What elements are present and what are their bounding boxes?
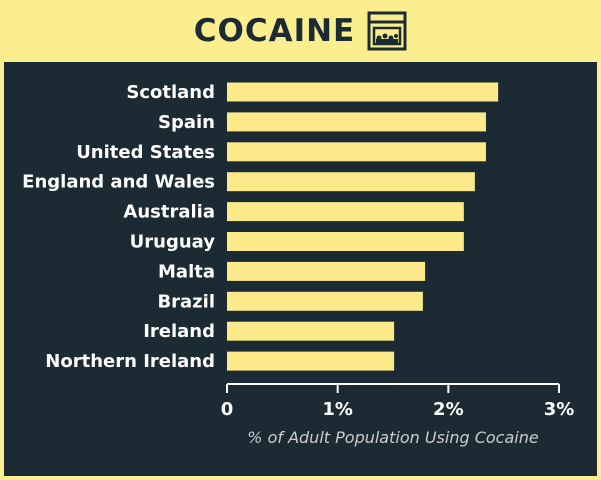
bar-malta [227,261,426,281]
bar-australia [227,202,464,222]
bar-northern-ireland [227,351,395,371]
category-label: Spain [158,112,215,133]
x-tick-label: 2% [433,399,464,420]
bar-uruguay [227,232,464,251]
category-label: Ireland [143,321,215,342]
category-label: Brazil [157,291,215,312]
category-label: United States [76,142,215,163]
x-axis: 0 1% 2% 3% [221,383,575,420]
bar-england-and-wales [227,172,475,192]
bar-united-states [227,142,486,162]
chart-panel: Scotland Spain United States England and Wa… [4,62,597,476]
bar-brazil [227,291,423,311]
category-label: Uruguay [130,232,216,253]
bar-ireland [227,321,395,341]
jar-icon [367,11,407,51]
x-tick-label: 0 [221,399,234,420]
category-labels: Scotland Spain United States England and Wa… [22,82,215,372]
x-tick-label: 1% [322,399,353,420]
x-tick-label: 3% [544,399,575,420]
chart-title: COCAINE [193,13,356,49]
bar-chart: Scotland Spain United States England and Wa… [22,82,575,447]
x-axis-title: % of Adult Population Using Cocaine [247,428,539,447]
category-label: Australia [123,202,215,223]
bar-spain [227,112,486,132]
bars [227,82,499,371]
category-label: Malta [158,261,215,282]
header: COCAINE [0,0,601,62]
bar-scotland [227,82,499,102]
category-label: England and Wales [22,172,215,193]
category-label: Northern Ireland [45,351,215,372]
category-label: Scotland [126,82,215,103]
